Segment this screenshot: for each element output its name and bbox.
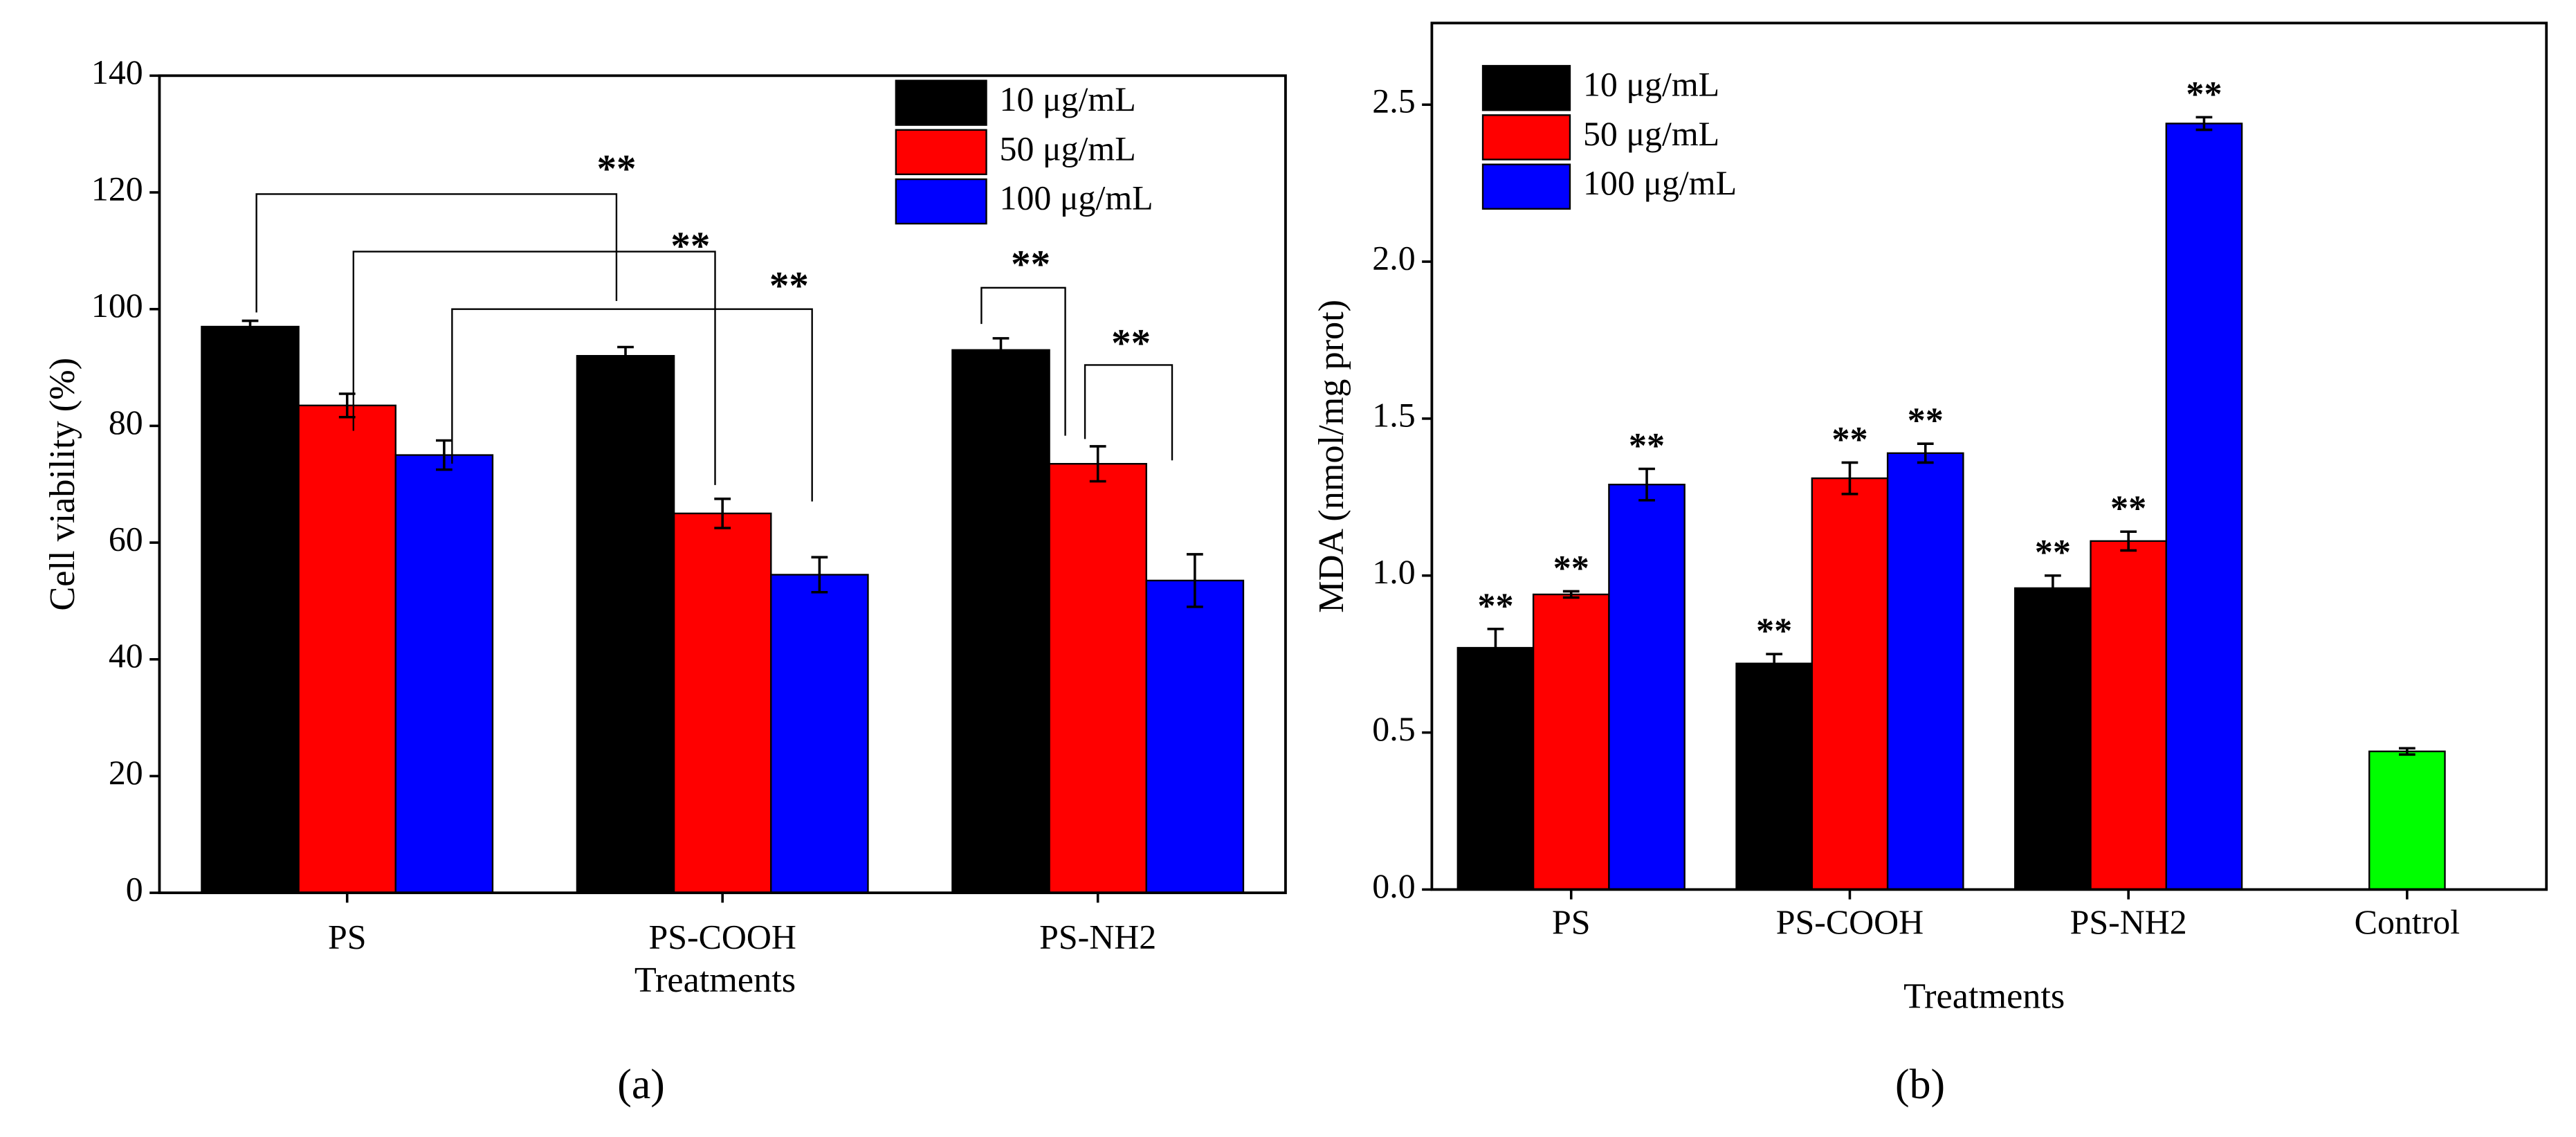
error-bar: [1841, 461, 1858, 495]
error-bar: [2195, 116, 2213, 131]
legend-label: 100 μg/mL: [1583, 164, 1737, 202]
bar: [951, 349, 1050, 894]
bar: [576, 354, 675, 894]
legend-label: 50 μg/mL: [1583, 115, 1719, 153]
significance-bracket: [255, 193, 618, 313]
bar: [2368, 750, 2446, 891]
bar: [1608, 483, 1686, 891]
legend-swatch: [895, 80, 987, 126]
x-axis-label: Treatments: [634, 960, 796, 1000]
legend-label: 10 μg/mL: [1000, 80, 1136, 118]
significance-bracket: [980, 286, 1066, 436]
significance-label: **: [1477, 585, 1513, 626]
legend-swatch: [1481, 64, 1571, 111]
significance-label: **: [1629, 426, 1665, 466]
bar: [1532, 593, 1610, 891]
significance-label: **: [2186, 74, 2222, 114]
bar: [394, 454, 494, 894]
x-axis-label: Treatments: [1903, 976, 2065, 1017]
y-tick-label: 60: [109, 520, 143, 558]
significance-label: **: [1756, 611, 1792, 651]
significance-label: **: [1553, 548, 1589, 588]
x-tick-label: Control: [2355, 903, 2460, 941]
x-tick-label: PS-NH2: [2070, 903, 2187, 941]
significance-bracket: [352, 251, 716, 485]
y-tick-label: 0: [126, 871, 143, 909]
error-bar: [1766, 653, 1783, 675]
panel-label: (a): [617, 1061, 665, 1108]
plot-frame: [158, 74, 1287, 895]
y-tick-label: 1.5: [1372, 396, 1415, 434]
y-tick-label: 40: [109, 637, 143, 675]
legend-label: 50 μg/mL: [1000, 129, 1136, 167]
bar: [1735, 662, 1813, 891]
significance-bracket: [451, 308, 813, 502]
error-bar: [992, 337, 1010, 363]
bar: [201, 325, 300, 894]
y-tick-label: 120: [91, 170, 143, 208]
bar: [2165, 122, 2243, 891]
error-bar: [2120, 530, 2137, 552]
error-bar: [2044, 574, 2061, 602]
error-bar: [1186, 553, 1203, 608]
bar: [1145, 579, 1245, 894]
y-axis-label: MDA (nmol/mg prot): [1311, 300, 1351, 613]
y-tick-label: 80: [109, 403, 143, 442]
bar: [298, 404, 396, 894]
error-bar: [1562, 590, 1580, 599]
x-tick-label: PS: [1552, 903, 1590, 941]
significance-label: **: [1908, 401, 1944, 441]
y-tick-label: 100: [91, 286, 143, 325]
bar: [1811, 477, 1889, 891]
x-tick-label: PS-NH2: [1039, 918, 1156, 956]
significance-label: **: [769, 264, 809, 307]
bar: [2014, 587, 2092, 891]
y-tick-label: 140: [91, 53, 143, 91]
y-tick-label: 2.0: [1372, 239, 1415, 278]
bar: [2090, 540, 2168, 891]
legend-swatch: [895, 178, 987, 225]
bar: [1886, 452, 1964, 891]
significance-label: **: [596, 147, 636, 191]
y-tick-label: 0.0: [1372, 867, 1415, 905]
bar: [770, 574, 869, 894]
legend-swatch: [895, 129, 987, 176]
y-tick-label: 1.0: [1372, 553, 1415, 591]
significance-label: **: [1831, 419, 1867, 460]
error-bar: [1487, 628, 1504, 668]
error-bar: [811, 556, 828, 594]
y-tick-label: 0.5: [1372, 710, 1415, 748]
error-bar: [1089, 445, 1106, 483]
significance-bracket: [1084, 364, 1173, 461]
x-tick-label: PS-COOH: [1776, 903, 1924, 941]
error-bar: [1917, 442, 1934, 464]
significance-label: **: [2035, 532, 2071, 572]
legend-label: 100 μg/mL: [1000, 179, 1153, 217]
error-bar: [714, 498, 731, 529]
bar: [1456, 646, 1535, 891]
error-bar: [241, 319, 259, 334]
legend-swatch: [1481, 163, 1571, 210]
significance-label: **: [1111, 321, 1151, 365]
x-tick-label: PS: [328, 918, 366, 956]
significance-label: **: [2110, 489, 2146, 529]
error-bar: [436, 439, 453, 471]
legend-swatch: [1481, 114, 1571, 161]
y-tick-label: 2.5: [1372, 82, 1415, 120]
bar: [673, 512, 772, 894]
significance-label: **: [1011, 242, 1050, 286]
bar: [1048, 463, 1147, 894]
significance-label: **: [670, 224, 710, 268]
y-tick-label: 20: [109, 754, 143, 792]
error-bar: [2398, 747, 2415, 756]
panel-label: (b): [1895, 1061, 1945, 1108]
x-tick-label: PS-COOH: [648, 918, 796, 956]
error-bar: [617, 345, 634, 366]
y-axis-label: Cell viability (%): [42, 358, 82, 611]
legend-label: 10 μg/mL: [1583, 66, 1719, 104]
plot-frame: [1430, 21, 2548, 891]
error-bar: [1638, 467, 1655, 502]
